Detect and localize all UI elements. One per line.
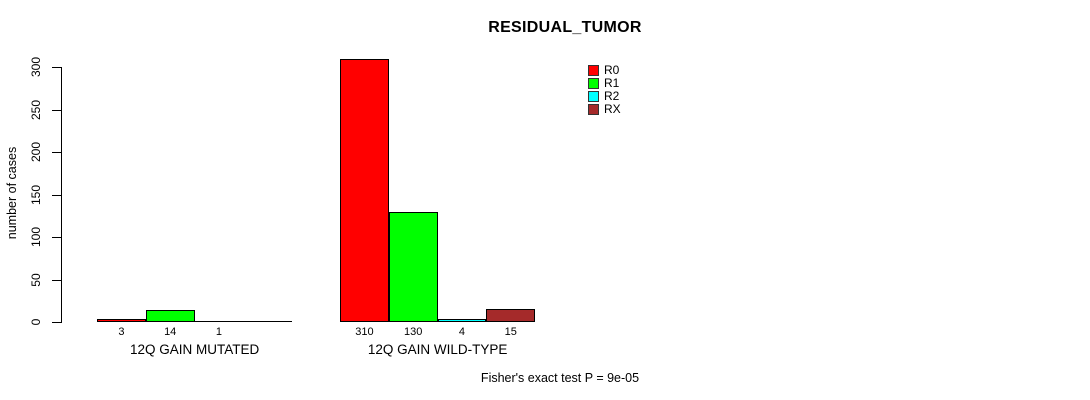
y-tick-mark xyxy=(52,237,61,238)
legend-swatch-r1-icon xyxy=(588,78,599,89)
bar-r1-group2 xyxy=(388,211,438,322)
y-tick-label: 150 xyxy=(29,184,43,205)
y-tick-mark xyxy=(52,109,61,111)
x-category-label: 12Q GAIN WILD-TYPE xyxy=(367,342,508,357)
legend-swatch-r0-icon xyxy=(588,65,599,76)
y-tick-mark xyxy=(52,152,61,153)
bar-value-label: 15 xyxy=(504,326,517,338)
legend-item-r2: R2 xyxy=(588,90,621,103)
legend-item-r1: R1 xyxy=(588,77,621,90)
y-tick-mark xyxy=(52,322,61,323)
bar-value-label: 310 xyxy=(355,326,374,338)
bar-value-label: 3 xyxy=(118,326,125,338)
legend-label-r2: R2 xyxy=(604,89,620,103)
x-category-label: 12Q GAIN MUTATED xyxy=(129,342,260,357)
y-tick-label: 100 xyxy=(29,226,43,248)
bar-value-label: 4 xyxy=(458,326,466,338)
legend-item-r0: R0 xyxy=(588,64,621,77)
bar-r0-group2 xyxy=(340,58,389,322)
legend-label-r0: R0 xyxy=(604,63,620,77)
y-tick-label: 0 xyxy=(29,318,43,326)
legend-item-rx: RX xyxy=(588,103,621,116)
legend-label-rx: RX xyxy=(604,102,621,116)
bar-value-label: 130 xyxy=(404,326,423,338)
y-tick-mark xyxy=(52,194,61,196)
y-tick-label: 250 xyxy=(29,99,43,120)
x-axis-baseline xyxy=(97,321,293,322)
bar-value-label: 1 xyxy=(215,326,223,338)
bar-value-label: 14 xyxy=(164,326,177,338)
y-tick-mark xyxy=(52,279,61,281)
bar-rx-group2 xyxy=(486,309,536,322)
bar-r0-group1 xyxy=(97,319,146,322)
legend-swatch-r2-icon xyxy=(588,91,599,102)
fisher-test-annotation: Fisher's exact test P = 9e-05 xyxy=(480,371,640,385)
y-tick-label: 50 xyxy=(29,272,43,287)
chart-title: RESIDUAL_TUMOR xyxy=(488,19,642,36)
y-axis-line xyxy=(61,67,62,323)
y-tick-label: 300 xyxy=(29,56,43,78)
legend-swatch-rx-icon xyxy=(588,104,599,115)
bar-r2-group2 xyxy=(437,318,487,322)
bar-r1-group1 xyxy=(145,310,195,322)
y-tick-label: 200 xyxy=(29,141,43,163)
legend-label-r1: R1 xyxy=(604,76,620,90)
y-tick-mark xyxy=(52,67,61,68)
legend: R0 R1 R2 RX xyxy=(588,64,621,116)
